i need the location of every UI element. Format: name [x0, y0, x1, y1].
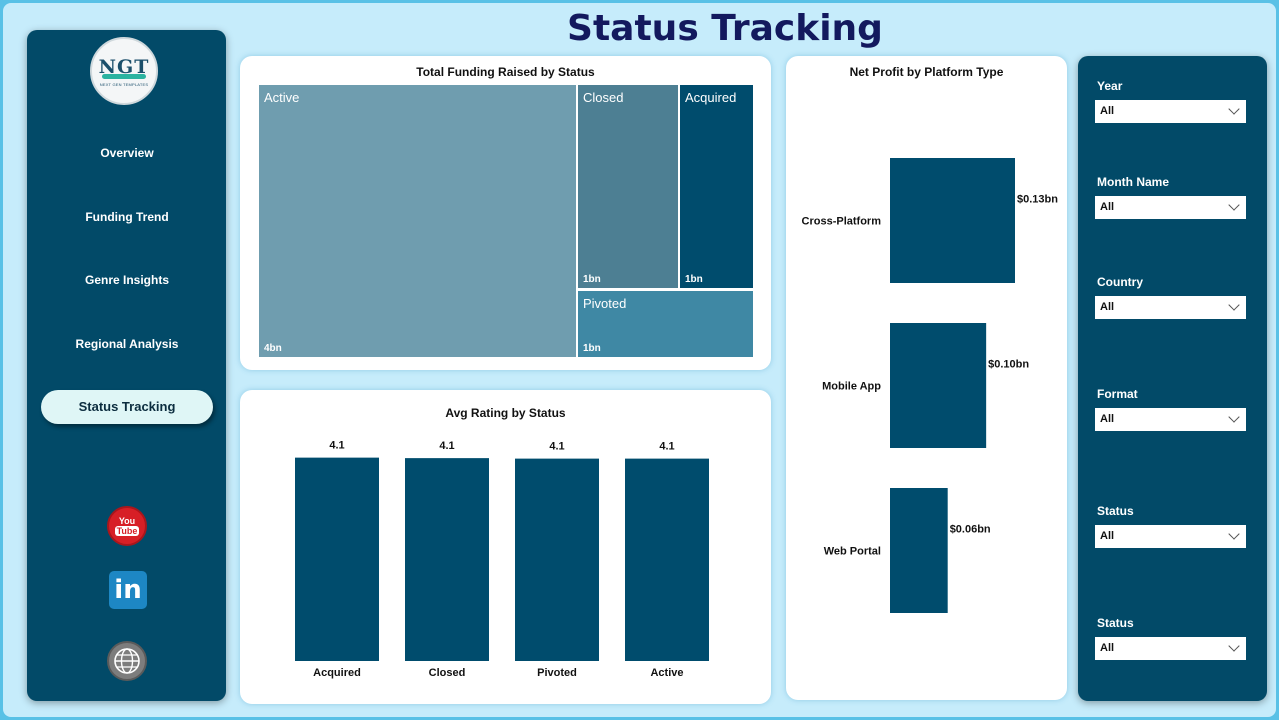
net-profit-panel: Net Profit by Platform Type Cross-Platfo…: [786, 56, 1067, 700]
funding-by-status-title: Total Funding Raised by Status: [416, 65, 595, 79]
filter-label-year: Year: [1097, 79, 1123, 93]
profit-value-label-web-portal: $0.06bn: [950, 524, 991, 536]
status-select-2-value: All: [1100, 642, 1115, 654]
logo-swoosh-icon: [102, 73, 146, 79]
treemap-label-active: Active: [264, 90, 300, 105]
format-select-value: All: [1100, 413, 1115, 425]
filter-label-format: Format: [1097, 387, 1138, 401]
sidebar-item-overview[interactable]: Overview: [100, 146, 154, 160]
status-select-value: All: [1100, 530, 1115, 542]
treemap-value-pivoted: 1bn: [583, 343, 601, 354]
country-select[interactable]: All: [1095, 296, 1246, 319]
treemap-label-pivoted: Pivoted: [583, 296, 627, 311]
globe-icon-graphic: [114, 648, 140, 674]
treemap-label-acquired: Acquired: [685, 90, 737, 105]
rating-category-label-acquired: Acquired: [313, 667, 361, 679]
sidebar-nav: NGT NEXT GEN TEMPLATES Overview Funding …: [27, 30, 226, 701]
year-select[interactable]: All: [1095, 100, 1246, 123]
page-title: Status Tracking: [567, 8, 883, 49]
month-select[interactable]: All: [1095, 196, 1246, 219]
net-profit-title: Net Profit by Platform Type: [849, 65, 1004, 79]
treemap-cell-acquired[interactable]: Acquired 1bn: [680, 85, 753, 288]
profit-category-label-cross-platform: Cross-Platform: [802, 216, 882, 228]
chevron-down-icon: [1228, 528, 1240, 540]
treemap-label-closed: Closed: [583, 90, 624, 105]
chevron-down-icon: [1228, 299, 1240, 311]
youtube-icon[interactable]: You Tube: [107, 506, 147, 546]
net-profit-chart: Cross-Platform $0.13bn Mobile App $0.10bn We…: [802, 158, 1058, 613]
profit-bar-mobile-app[interactable]: [890, 323, 987, 448]
profit-value-label-mobile-app: $0.10bn: [988, 359, 1029, 371]
profit-bar-web-portal[interactable]: [890, 488, 948, 613]
treemap-value-closed: 1bn: [583, 274, 601, 285]
format-select[interactable]: All: [1095, 408, 1246, 431]
filter-panel: Year All Month Name All Country All Form…: [1078, 56, 1267, 701]
profit-bar-cross-platform[interactable]: [890, 158, 1015, 283]
treemap-cell-closed[interactable]: Closed 1bn: [578, 85, 678, 288]
rating-value-label-pivoted: 4.1: [549, 441, 564, 453]
linkedin-icon[interactable]: in: [109, 571, 147, 609]
rating-category-label-pivoted: Pivoted: [537, 667, 577, 679]
filter-label-status: Status: [1097, 504, 1134, 518]
sidebar-item-regional-analysis[interactable]: Regional Analysis: [75, 337, 179, 351]
avg-rating-title: Avg Rating by Status: [445, 406, 566, 420]
chevron-down-icon: [1228, 640, 1240, 652]
month-select-value: All: [1100, 201, 1115, 213]
filter-label-country: Country: [1097, 275, 1143, 289]
status-select-2[interactable]: All: [1095, 637, 1246, 660]
treemap-cell-pivoted[interactable]: Pivoted 1bn: [578, 291, 753, 357]
chevron-down-icon: [1228, 199, 1240, 211]
avg-rating-chart: 4.1 Acquired 4.1 Closed 4.1 Pivoted 4.1 Active: [295, 440, 709, 679]
chevron-down-icon: [1228, 103, 1240, 115]
sidebar-item-funding-trend[interactable]: Funding Trend: [85, 210, 169, 224]
profit-category-label-mobile-app: Mobile App: [822, 381, 881, 393]
rating-category-label-active: Active: [650, 667, 683, 679]
profit-value-label-cross-platform: $0.13bn: [1017, 194, 1058, 206]
logo-subtitle: NEXT GEN TEMPLATES: [99, 81, 149, 87]
filter-label-status-2: Status: [1097, 616, 1134, 630]
company-logo: NGT NEXT GEN TEMPLATES: [90, 37, 158, 105]
sidebar-item-status-tracking[interactable]: Status Tracking: [41, 390, 213, 424]
treemap-cell-active[interactable]: Active 4bn: [259, 85, 576, 357]
treemap-value-acquired: 1bn: [685, 274, 703, 285]
sidebar-item-genre-insights[interactable]: Genre Insights: [84, 273, 170, 287]
globe-icon[interactable]: [107, 641, 147, 681]
status-select[interactable]: All: [1095, 525, 1246, 548]
rating-value-label-acquired: 4.1: [329, 440, 344, 452]
rating-bar-closed[interactable]: [405, 458, 489, 661]
youtube-icon-text-tube: Tube: [114, 526, 140, 536]
rating-bar-acquired[interactable]: [295, 457, 379, 661]
country-select-value: All: [1100, 301, 1115, 313]
rating-value-label-active: 4.1: [659, 441, 674, 453]
logo-mark: NGT: [98, 55, 150, 78]
year-select-value: All: [1100, 105, 1115, 117]
filter-label-month: Month Name: [1097, 175, 1169, 189]
chevron-down-icon: [1228, 411, 1240, 423]
funding-by-status-panel: Total Funding Raised by Status Active 4b…: [240, 56, 771, 370]
youtube-icon-text: You: [118, 516, 136, 526]
profit-category-label-web-portal: Web Portal: [824, 546, 881, 558]
treemap-value-active: 4bn: [264, 343, 282, 354]
rating-category-label-closed: Closed: [429, 667, 466, 679]
avg-rating-panel: Avg Rating by Status 4.1 Acquired 4.1 Close…: [240, 390, 771, 704]
rating-bar-active[interactable]: [625, 458, 709, 661]
rating-value-label-closed: 4.1: [439, 440, 454, 452]
rating-bar-pivoted[interactable]: [515, 458, 599, 661]
